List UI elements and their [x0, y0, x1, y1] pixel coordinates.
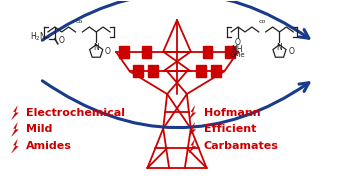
- Bar: [225, 46, 235, 50]
- Text: OMe: OMe: [229, 52, 245, 58]
- Text: Carbamates: Carbamates: [204, 141, 279, 151]
- Text: O: O: [105, 47, 111, 56]
- Text: N: N: [276, 43, 282, 52]
- Bar: [202, 54, 212, 58]
- Text: Electrochemical: Electrochemical: [26, 108, 125, 118]
- Text: Hofmann: Hofmann: [204, 108, 260, 118]
- Polygon shape: [189, 139, 196, 153]
- Text: Mild: Mild: [26, 125, 53, 135]
- Bar: [119, 46, 129, 50]
- Polygon shape: [11, 106, 18, 120]
- Bar: [202, 50, 212, 54]
- Text: co: co: [259, 19, 267, 24]
- Polygon shape: [11, 123, 18, 136]
- Bar: [133, 65, 143, 69]
- Text: NH: NH: [232, 45, 243, 54]
- Text: Efficient: Efficient: [204, 125, 256, 135]
- Polygon shape: [189, 123, 196, 136]
- Bar: [196, 65, 206, 69]
- Bar: [196, 73, 206, 77]
- Text: O: O: [59, 36, 65, 45]
- Bar: [119, 54, 129, 58]
- Bar: [225, 50, 235, 54]
- Bar: [211, 65, 221, 69]
- Bar: [225, 54, 235, 58]
- Polygon shape: [11, 139, 18, 153]
- Bar: [148, 73, 158, 77]
- Text: O: O: [289, 47, 294, 56]
- Bar: [119, 50, 129, 54]
- Bar: [211, 73, 221, 77]
- Bar: [142, 50, 152, 54]
- Polygon shape: [189, 106, 196, 120]
- Text: H$_2$N: H$_2$N: [29, 31, 46, 43]
- Bar: [148, 65, 158, 69]
- Bar: [211, 69, 221, 73]
- Text: O: O: [234, 38, 240, 47]
- Bar: [133, 73, 143, 77]
- Bar: [133, 69, 143, 73]
- Text: Amides: Amides: [26, 141, 72, 151]
- Bar: [142, 46, 152, 50]
- Bar: [202, 46, 212, 50]
- Text: N: N: [93, 43, 99, 52]
- Bar: [148, 69, 158, 73]
- Text: co: co: [76, 19, 83, 24]
- FancyArrowPatch shape: [42, 81, 309, 128]
- Bar: [142, 54, 152, 58]
- Bar: [196, 69, 206, 73]
- FancyArrowPatch shape: [42, 0, 309, 40]
